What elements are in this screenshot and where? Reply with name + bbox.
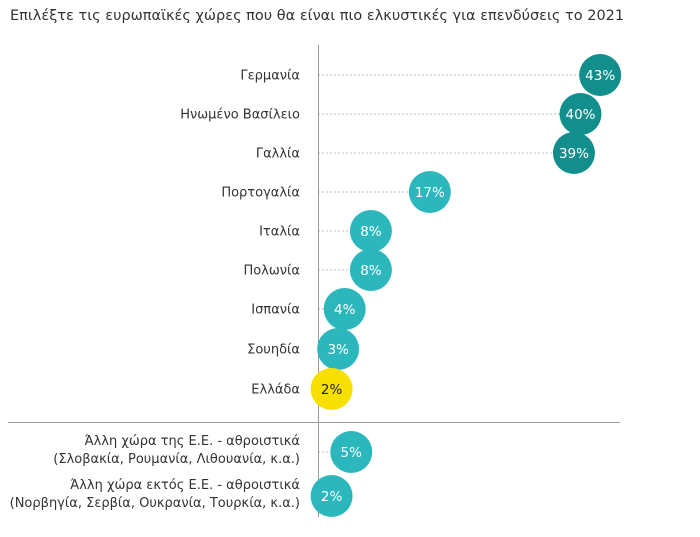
category-label: Άλλη χώρα εκτός Ε.Ε. - αθροιστικά [70,478,300,493]
data-label: 4% [334,302,356,318]
data-bubble [349,210,392,252]
data-bubble [349,249,392,291]
data-bubble [559,93,602,135]
data-label: 8% [360,263,382,279]
data-bubble [323,288,366,330]
category-label: (Σλοβακία, Ρουμανία, Λιθουανία, κ.α.) [53,452,300,467]
category-label: Άλλη χώρα της Ε.Ε. - αθροιστικά [85,434,300,449]
data-label: 17% [415,185,445,201]
data-bubble [310,368,353,410]
data-label: 8% [360,224,382,240]
chart-title: Επιλέξτε τις ευρωπαϊκές χώρες που θα είν… [10,8,624,24]
category-label: Ιταλία [259,225,300,240]
category-label: Σουηδία [247,343,300,358]
data-label: 5% [341,445,363,461]
category-label: Ηνωμένο Βασίλειο [180,108,300,123]
data-bubble [579,54,622,96]
category-label: Ελλάδα [251,383,300,398]
category-label: Πορτογαλία [221,186,300,201]
data-label: 3% [327,342,349,358]
category-label: (Νορβηγία, Σερβία, Ουκρανία, Τουρκία, κ.… [10,496,300,511]
category-label: Γαλλία [256,147,300,162]
chart-marks: Γερμανία 43% Ηνωμένο Βασίλειο 40% Γαλλία 39% Π… [10,54,622,517]
data-label: 40% [565,107,595,123]
category-label: Γερμανία [240,69,300,84]
data-bubble [408,171,451,213]
data-bubble [317,328,360,370]
data-label: 43% [585,68,615,84]
category-label: Πολωνία [243,264,300,279]
data-bubble [330,431,373,473]
data-label: 39% [559,146,589,162]
data-label: 2% [321,382,343,398]
data-bubble [310,475,353,517]
data-label: 2% [321,489,343,505]
category-label: Ισπανία [251,303,300,318]
data-bubble [552,132,595,174]
